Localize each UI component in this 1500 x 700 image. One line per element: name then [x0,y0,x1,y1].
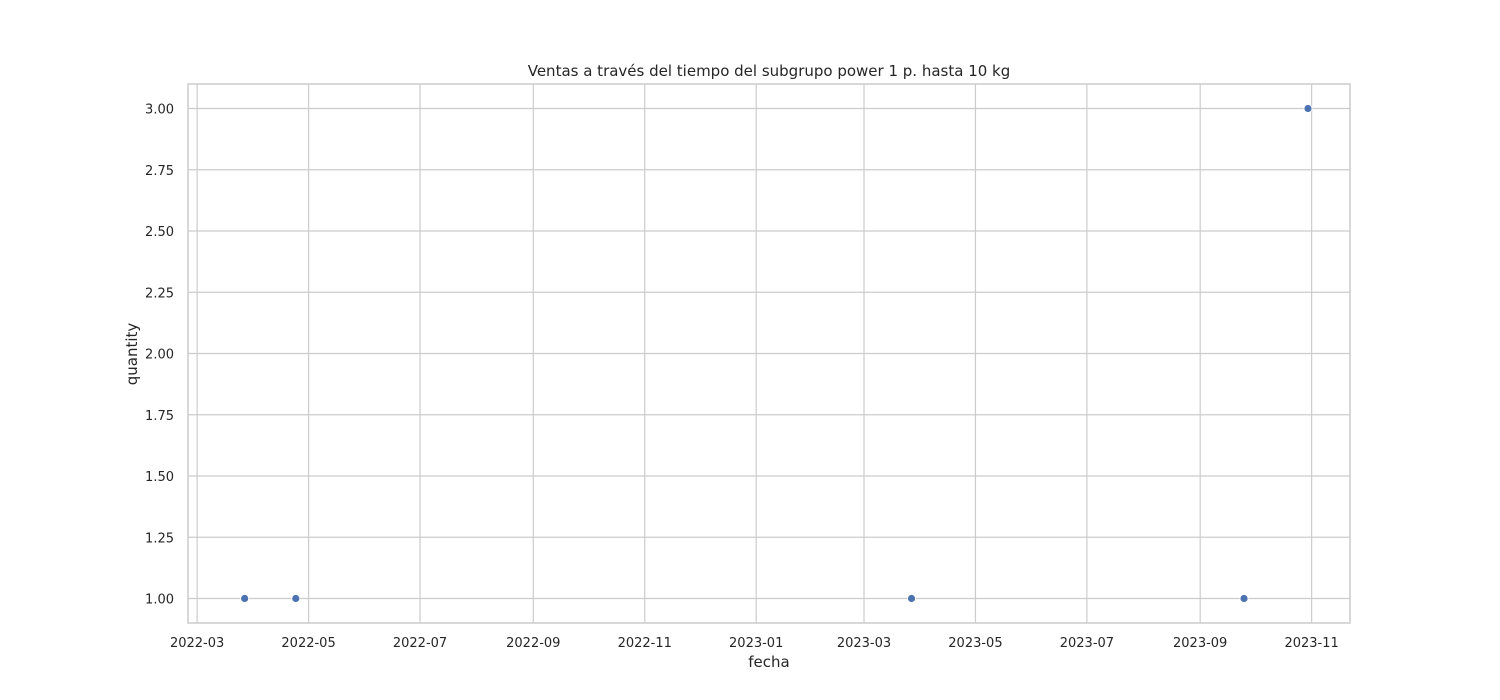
x-tick-label: 2023-03 [837,636,891,651]
x-tick-label: 2022-11 [618,636,672,651]
x-tick-label: 2022-09 [506,636,560,651]
x-tick-label: 2023-09 [1173,636,1227,651]
data-point [907,594,916,603]
x-tick-label: 2022-07 [393,636,447,651]
data-point [1239,594,1249,603]
y-axis-label: quantity [123,323,141,386]
data-point [291,594,301,603]
x-tick-label: 2022-05 [281,636,335,651]
y-tick-label: 2.50 [145,225,174,240]
data-point [240,594,250,603]
x-axis-ticks: 2022-03 2022-05 2022-07 2022-09 2022-11 2023-… [170,636,1339,651]
x-tick-label: 2022-03 [170,636,224,651]
y-tick-label: 1.50 [145,470,174,485]
x-tick-label: 2023-01 [729,636,783,651]
plot-frame [187,83,1351,624]
y-tick-label: 3.00 [145,103,174,118]
y-tick-label: 2.75 [145,164,174,179]
x-tick-label: 2023-07 [1060,636,1114,651]
grid [188,84,1350,623]
y-tick-label: 1.25 [145,531,174,546]
y-tick-label: 2.25 [145,286,174,301]
y-tick-label: 1.75 [145,409,174,424]
y-axis-ticks: 1.00 1.25 1.50 1.75 2.00 2.25 2.50 2.75 3.00 [145,103,174,608]
chart-title: Ventas a través del tiempo del subgrupo … [528,62,1011,80]
data-point [1303,104,1313,113]
data-points [240,104,1313,603]
y-tick-label: 2.00 [145,348,174,363]
x-tick-label: 2023-11 [1284,636,1338,651]
x-axis-label: fecha [748,653,789,671]
y-tick-label: 1.00 [145,593,174,608]
x-tick-label: 2023-05 [948,636,1002,651]
